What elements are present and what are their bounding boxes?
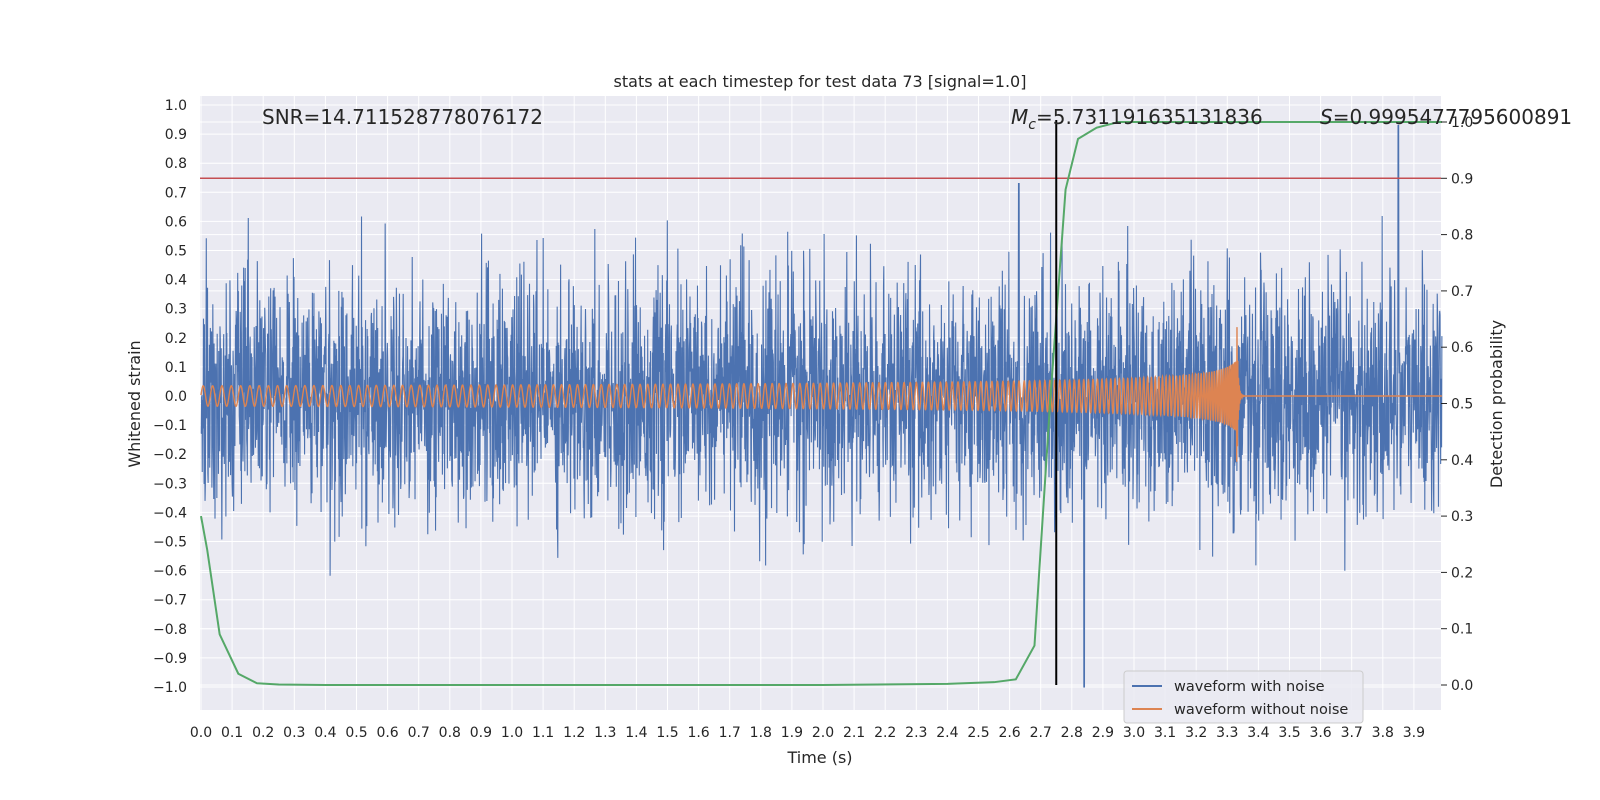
x-tick-label: 1.6 [687, 725, 709, 741]
y-tick-label: −0.9 [153, 651, 187, 667]
x-tick-label: 2.6 [998, 725, 1020, 741]
y-tick-label: 0.6 [165, 214, 187, 230]
y2-axis-label: Detection probability [1487, 320, 1506, 488]
y2-tick-label: 0.5 [1451, 397, 1473, 413]
x-tick-label: 1.2 [563, 725, 585, 741]
x-tick-label: 3.2 [1185, 725, 1207, 741]
y-axis-label: Whitened strain [125, 340, 144, 467]
chirp-mass-subscript: c [1028, 117, 1036, 133]
legend-label-noise: waveform with noise [1174, 679, 1325, 695]
noise-trace [200, 124, 1443, 688]
x-tick-label: 3.4 [1247, 725, 1269, 741]
x-tick-label: 1.4 [625, 725, 647, 741]
chirp-mass-value: =5.731191635131836 [1036, 105, 1263, 129]
y-tick-label: −0.3 [153, 476, 187, 492]
s-annotation: S=0.9995477795600891 [1320, 105, 1572, 129]
x-tick-label: 0.6 [376, 725, 398, 741]
x-tick-label: 0.5 [345, 725, 367, 741]
x-tick-label: 0.4 [314, 725, 336, 741]
x-tick-label: 1.1 [532, 725, 554, 741]
y-tick-label: −0.5 [153, 535, 187, 551]
x-tick-label: 2.2 [874, 725, 896, 741]
x-tick-label: 2.1 [843, 725, 865, 741]
x-tick-label: 0.9 [470, 725, 492, 741]
y2-tick-label: 0.8 [1451, 228, 1473, 244]
y-tick-label: −0.1 [153, 418, 187, 434]
y-tick-label: 0.2 [165, 331, 187, 347]
x-tick-label: 0.0 [190, 725, 212, 741]
y-tick-label: −0.7 [153, 593, 187, 609]
x-tick-label: 3.3 [1216, 725, 1238, 741]
y-tick-label: 1.0 [165, 98, 187, 114]
x-tick-label: 2.4 [936, 725, 958, 741]
y2-tick-label: 0.3 [1451, 509, 1473, 525]
y2-tick-label: 0.1 [1451, 622, 1473, 638]
y-tick-label: 0.3 [165, 302, 187, 318]
x-tick-label: 0.3 [283, 725, 305, 741]
x-tick-label: 2.0 [812, 725, 834, 741]
legend: waveform with noise waveform without noi… [1123, 670, 1364, 724]
x-tick-label: 1.3 [594, 725, 616, 741]
chirp-mass-annotation: Mc=5.731191635131836 [1011, 105, 1263, 133]
x-tick-label: 1.0 [501, 725, 523, 741]
probability-trace [200, 121, 1442, 686]
x-tick-label: 3.5 [1278, 725, 1300, 741]
x-tick-label: 0.8 [439, 725, 461, 741]
s-symbol: S [1320, 105, 1333, 129]
y-tick-label: −0.8 [153, 622, 187, 638]
y2-tick-label: 1.0 [1451, 115, 1473, 131]
y-tick-label: 0.0 [165, 389, 187, 405]
y2-tick-label: 0.0 [1451, 678, 1473, 694]
y2-tick-label: 0.4 [1451, 453, 1473, 469]
y-tick-label: 0.7 [165, 185, 187, 201]
x-tick-label: 3.1 [1154, 725, 1176, 741]
y2-axis-ticks: 1.0 0.9 0.8 0.7 0.6 0.5 0.4 0.3 0.2 0.1 0.0 [1441, 115, 1473, 694]
y-tick-label: 0.1 [165, 360, 187, 376]
x-tick-label: 3.8 [1372, 725, 1394, 741]
x-tick-label: 2.7 [1030, 725, 1052, 741]
x-tick-label: 1.5 [656, 725, 678, 741]
y-tick-label: −0.4 [153, 505, 187, 521]
y-tick-label: 0.9 [165, 127, 187, 143]
y2-tick-label: 0.7 [1451, 284, 1473, 300]
x-tick-label: 1.8 [750, 725, 772, 741]
x-tick-label: 1.7 [719, 725, 741, 741]
snr-annotation: SNR=14.711528778076172 [262, 105, 543, 129]
y2-tick-label: 0.9 [1451, 171, 1473, 187]
chart-title: stats at each timestep for test data 73 … [614, 72, 1027, 91]
waveform-with-noise-series [200, 124, 1443, 688]
x-tick-label: 0.7 [408, 725, 430, 741]
x-axis-label: Time (s) [786, 748, 852, 767]
y2-tick-label: 0.2 [1451, 565, 1473, 581]
y-tick-label: −1.0 [153, 680, 187, 696]
x-tick-label: 0.2 [252, 725, 274, 741]
chirp-mass-symbol: M [1011, 105, 1028, 129]
legend-label-clean: waveform without noise [1174, 702, 1348, 718]
x-tick-label: 3.7 [1341, 725, 1363, 741]
s-value: =0.9995477795600891 [1333, 105, 1572, 129]
x-tick-label: 1.9 [781, 725, 803, 741]
clean-trace [200, 327, 1442, 462]
x-tick-label: 3.6 [1309, 725, 1331, 741]
detection-probability-series [200, 121, 1442, 686]
y-tick-label: 0.5 [165, 244, 187, 260]
x-tick-label: 2.8 [1061, 725, 1083, 741]
legend-box [1123, 670, 1364, 724]
x-tick-label: 2.3 [905, 725, 927, 741]
y-axis-ticks: 1.0 0.9 0.8 0.7 0.6 0.5 0.4 0.3 0.2 0.1 0.0 −0.1 −0.… [153, 98, 187, 696]
waveform-without-noise-series [200, 327, 1442, 462]
x-tick-label: 2.5 [967, 725, 989, 741]
x-axis-ticks: 0.0 0.1 0.2 0.3 0.4 0.5 0.6 0.7 0.8 0.9 1.0 1.1 1.2 1… [190, 725, 1425, 741]
y-tick-label: 0.8 [165, 156, 187, 172]
x-tick-label: 0.1 [221, 725, 243, 741]
y2-tick-label: 0.6 [1451, 340, 1473, 356]
y-tick-label: −0.2 [153, 447, 187, 463]
x-tick-label: 3.0 [1123, 725, 1145, 741]
x-tick-label: 2.9 [1092, 725, 1114, 741]
y-tick-label: −0.6 [153, 564, 187, 580]
x-tick-label: 3.9 [1403, 725, 1425, 741]
y-tick-label: 0.4 [165, 273, 187, 289]
